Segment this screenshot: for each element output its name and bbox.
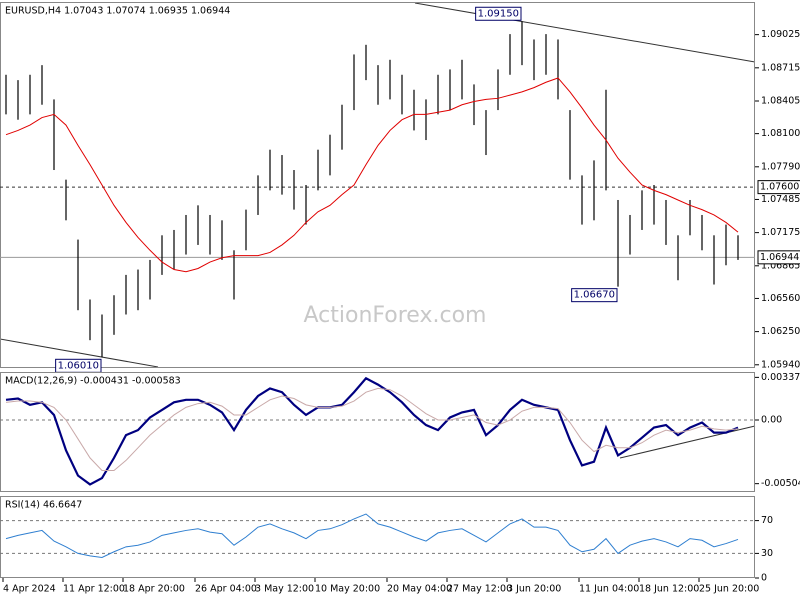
x-tick-label: 10 May 20:00: [315, 584, 380, 595]
indicator-line: [5, 387, 739, 472]
y-tick-label: 30: [761, 548, 773, 559]
x-tick-label: 4 Apr 2024: [3, 584, 56, 595]
panel-frame: [0, 2, 755, 368]
y-tick-label: 0.00: [761, 415, 782, 426]
y-tick-label: 1.08405: [761, 95, 800, 106]
label-box: [475, 6, 522, 21]
trend-line: [619, 425, 756, 459]
y-tick-label: 1.08715: [761, 62, 800, 73]
x-tick-label: 3 Jun 20:00: [507, 584, 561, 595]
x-tick-label: 20 May 04:00: [387, 584, 452, 595]
y-tick-label: 1.07485: [761, 194, 800, 205]
watermark: ActionForex.com: [304, 303, 487, 328]
y-tick-label: 1.06250: [761, 326, 800, 337]
label-box: [757, 180, 800, 195]
y-tick-label: 70: [761, 515, 773, 526]
y-tick-label: 1.08100: [761, 128, 800, 139]
moving-average: [5, 77, 739, 273]
x-tick-label: 26 Apr 04:00: [195, 584, 257, 595]
price-annotation: 1.06670: [574, 290, 615, 301]
indicator-line: [5, 513, 739, 559]
y-tick-label: 0.003375: [761, 372, 800, 383]
trend-line: [414, 2, 756, 63]
label-box: [571, 288, 618, 303]
x-tick-label: 11 Apr 12:00: [63, 584, 125, 595]
x-tick-label: 18 Apr 20:00: [123, 584, 185, 595]
label-box: [757, 250, 800, 265]
y-tick-label: 1.06560: [761, 293, 800, 304]
panel-title: RSI(14) 46.6647: [5, 500, 82, 511]
trend-line: [0, 338, 159, 368]
y-tick-label: 1.05940: [761, 359, 800, 370]
y-tick-label: -0.00504: [761, 478, 800, 489]
y-tick-label: 0: [761, 573, 767, 584]
x-tick-label: 3 May 12:00: [255, 584, 314, 595]
level-label: 1.07600: [760, 182, 799, 193]
y-tick-label: 1.09025: [761, 29, 800, 40]
panel-title: MACD(12,26,9) -0.000431 -0.000583: [5, 376, 181, 387]
panel-title: EURUSD,H4 1.07043 1.07074 1.06935 1.0694…: [5, 6, 230, 17]
y-tick-label: 1.06865: [761, 260, 800, 271]
price-annotation: 1.06010: [58, 360, 99, 371]
indicator-line: [5, 376, 739, 486]
x-tick-label: 11 Jun 04:00: [579, 584, 639, 595]
level-label: 1.06944: [760, 252, 799, 263]
panel-frame: [0, 496, 755, 578]
panel-frame: [0, 372, 755, 492]
y-tick-label: 1.07175: [761, 227, 800, 238]
y-tick-label: 1.07790: [761, 161, 800, 172]
price-annotation: 1.09150: [478, 8, 519, 19]
x-tick-label: 18 Jun 12:00: [639, 584, 699, 595]
x-tick-label: 27 May 12:00: [447, 584, 512, 595]
x-tick-label: 25 Jun 20:00: [699, 584, 759, 595]
